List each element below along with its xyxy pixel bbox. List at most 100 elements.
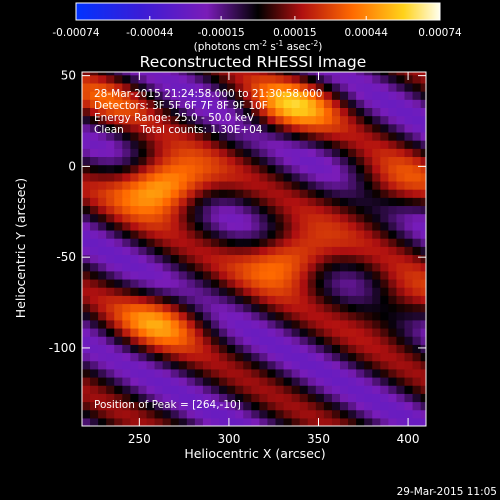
heatmap-cell: [138, 303, 148, 313]
heatmap-cell: [420, 91, 426, 100]
heatmap-cell: [404, 229, 414, 239]
heatmap-cell: [267, 82, 277, 92]
heatmap-cell: [299, 189, 309, 198]
heatmap-cell: [219, 189, 228, 198]
heatmap-cell: [291, 376, 301, 386]
heatmap-cell: [315, 172, 325, 182]
heatmap-cell: [404, 327, 414, 337]
heatmap-cell: [388, 278, 398, 288]
heatmap-cell: [356, 246, 365, 256]
heatmap-cell: [243, 311, 252, 321]
heatmap-cell: [396, 393, 406, 403]
heatmap-cell: [340, 303, 349, 313]
heatmap-cell: [380, 295, 389, 305]
heatmap-cell: [211, 278, 220, 288]
heatmap-cell: [211, 164, 220, 174]
heatmap-cell: [162, 327, 172, 337]
heatmap-cell: [251, 287, 260, 296]
heatmap-cell: [259, 148, 269, 158]
heatmap-cell: [98, 352, 107, 362]
heatmap-cell: [251, 172, 260, 182]
heatmap-cell: [122, 172, 131, 182]
heatmap-cell: [291, 262, 301, 272]
heatmap-cell: [356, 115, 365, 125]
heatmap-cell: [283, 140, 293, 149]
heatmap-cell: [307, 115, 317, 125]
heatmap-cell: [114, 303, 123, 313]
heatmap-cell: [186, 311, 196, 321]
heatmap-cell: [275, 368, 285, 378]
heatmap-cell: [170, 401, 180, 411]
heatmap-cell: [291, 295, 301, 305]
heatmap-cell: [202, 360, 212, 370]
heatmap-cell: [372, 278, 381, 288]
heatmap-cell: [291, 197, 301, 207]
heatmap-cell: [340, 123, 349, 133]
heatmap-cell: [323, 172, 333, 182]
heatmap-cell: [130, 221, 140, 231]
heatmap-cell: [235, 180, 244, 190]
heatmap-cell: [283, 197, 293, 207]
heatmap-cell: [162, 270, 172, 280]
heatmap-cell: [275, 107, 285, 117]
heatmap-cell: [154, 319, 164, 329]
heatmap-cell: [130, 148, 140, 158]
heatmap-cell: [283, 246, 293, 256]
heatmap-cell: [227, 189, 236, 198]
heatmap-cell: [364, 189, 373, 198]
heatmap-cell: [251, 148, 260, 158]
heatmap-cell: [162, 344, 172, 354]
heatmap-cell: [186, 74, 196, 84]
heatmap-cell: [340, 385, 349, 394]
heatmap-cell: [82, 213, 91, 223]
heatmap-cell: [194, 311, 204, 321]
heatmap-cell: [348, 172, 357, 182]
heatmap-cell: [146, 156, 156, 166]
heatmap-cell: [315, 82, 325, 92]
heatmap-cell: [146, 221, 156, 231]
heatmap-cell: [154, 164, 164, 174]
heatmap-cell: [170, 107, 180, 117]
heatmap-cell: [364, 368, 373, 378]
heatmap-cell: [267, 393, 277, 403]
heatmap-cell: [348, 295, 357, 305]
heatmap-cell: [90, 303, 99, 313]
heatmap-cell: [299, 303, 309, 313]
heatmap-cell: [211, 140, 220, 149]
heatmap-cell: [138, 385, 148, 394]
heatmap-cell: [380, 417, 389, 426]
heatmap-cell: [106, 254, 115, 264]
heatmap-cell: [154, 417, 164, 426]
heatmap-cell: [219, 123, 228, 133]
heatmap-cell: [114, 189, 123, 198]
heatmap-cell: [178, 393, 188, 403]
heatmap-cell: [315, 72, 325, 76]
heatmap-cell: [291, 164, 301, 174]
heatmap-cell: [356, 131, 365, 141]
heatmap-cell: [315, 140, 325, 149]
heatmap-cell: [227, 156, 236, 166]
heatmap-cell: [154, 156, 164, 166]
heatmap-cell: [219, 417, 228, 426]
heatmap-cell: [194, 229, 204, 239]
heatmap-cell: [267, 180, 277, 190]
heatmap-cell: [122, 385, 131, 394]
heatmap-cell: [202, 221, 212, 231]
heatmap-cell: [138, 360, 148, 370]
heatmap-cell: [372, 360, 381, 370]
heatmap-cell: [90, 213, 99, 223]
annotation-energy-range: Energy Range: 25.0 - 50.0 keV: [94, 112, 255, 124]
heatmap-cell: [243, 115, 252, 125]
heatmap-cell: [138, 246, 148, 256]
heatmap-cell: [412, 319, 422, 329]
heatmap-cell: [412, 205, 422, 215]
heatmap-cell: [315, 336, 325, 345]
heatmap-cell: [348, 376, 357, 386]
heatmap-cell: [259, 156, 269, 166]
heatmap-cell: [283, 327, 293, 337]
heatmap-cell: [275, 336, 285, 345]
heatmap-cell: [186, 107, 196, 117]
heatmap-cell: [122, 148, 131, 158]
heatmap-cell: [90, 295, 99, 305]
heatmap-cell: [202, 270, 212, 280]
